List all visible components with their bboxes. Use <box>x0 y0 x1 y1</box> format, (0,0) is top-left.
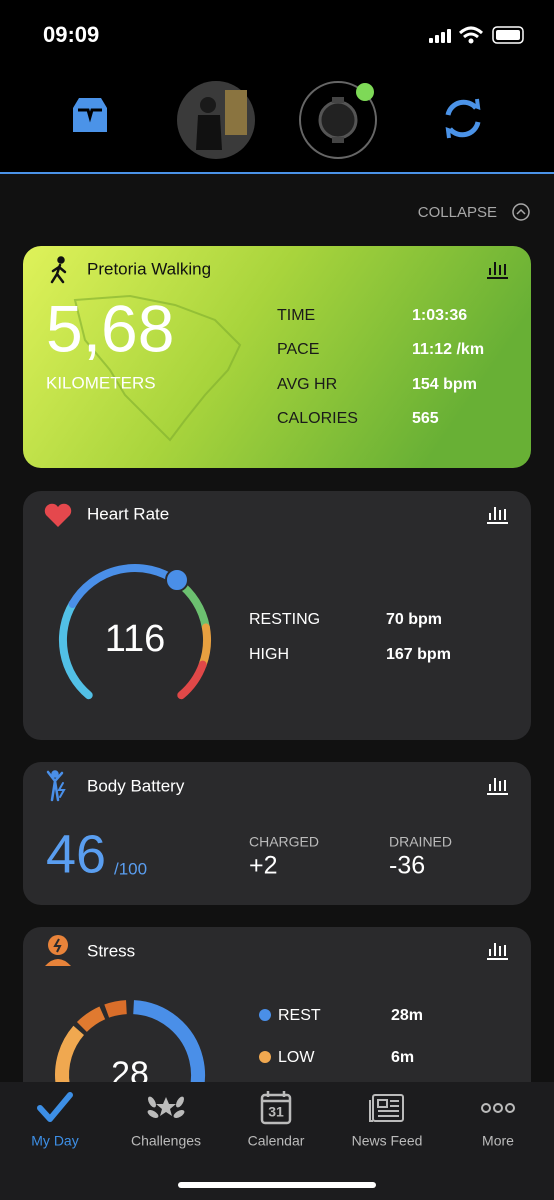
tab-label[interactable]: Calendar <box>248 1133 305 1149</box>
stress-card[interactable] <box>23 927 531 1127</box>
legend-label: REST <box>278 1007 321 1024</box>
stat-label: AVG HR <box>277 376 337 393</box>
stat-value: 11:12 /km <box>412 341 484 358</box>
header-divider <box>0 172 554 174</box>
map-outline <box>73 294 242 442</box>
tab-icon[interactable] <box>481 1103 515 1113</box>
stat-label: PACE <box>277 341 319 358</box>
heart-rate-card[interactable] <box>23 491 531 740</box>
tab-icon[interactable] <box>37 1092 73 1122</box>
stat-value: -36 <box>389 852 425 880</box>
distance-value: 5,68 <box>46 291 174 365</box>
tab-icon[interactable] <box>369 1094 404 1122</box>
inbox-button[interactable] <box>73 98 107 132</box>
battery-icon <box>492 26 524 44</box>
activity-card[interactable] <box>23 246 531 468</box>
stat-value: 565 <box>412 410 439 427</box>
heart-icon <box>44 503 72 527</box>
tab-label[interactable]: Challenges <box>131 1133 201 1149</box>
gauge-marker <box>165 568 189 592</box>
tab-label[interactable]: News Feed <box>352 1133 423 1149</box>
tab-label[interactable]: More <box>482 1133 514 1149</box>
collapse-label[interactable]: COLLAPSE <box>418 204 497 221</box>
tab-icon-detail <box>262 1091 290 1103</box>
heart-rate-current: 116 <box>105 618 166 660</box>
signal-icon <box>429 29 451 43</box>
activity-title: Pretoria Walking <box>87 259 211 278</box>
distance-unit: KILOMETERS <box>46 373 156 392</box>
stat-label: TIME <box>277 307 315 324</box>
wifi-dot <box>468 38 474 44</box>
stat-value: +2 <box>249 852 278 880</box>
body-battery-level: 46 <box>46 824 106 884</box>
stat-value: 1:03:36 <box>412 307 467 324</box>
chart-icon[interactable] <box>487 778 508 795</box>
body-battery-card[interactable] <box>23 762 531 905</box>
profile-avatar[interactable] <box>177 81 255 159</box>
tab-icon[interactable] <box>260 1093 292 1125</box>
stat-label: HIGH <box>249 646 289 663</box>
stat-label: RESTING <box>249 611 320 628</box>
legend-label: LOW <box>278 1049 315 1066</box>
legend-dot <box>259 1051 271 1063</box>
legend-dot <box>259 1009 271 1021</box>
heart-rate-title: Heart Rate <box>87 504 169 523</box>
device-button[interactable] <box>299 81 377 159</box>
stress-title: Stress <box>87 941 135 960</box>
status-time: 09:09 <box>43 22 99 47</box>
walking-icon <box>50 256 67 284</box>
legend-value: 6m <box>391 1049 414 1066</box>
home-indicator <box>178 1182 376 1188</box>
body-battery-icon <box>46 770 66 802</box>
stat-value: 167 bpm <box>386 646 451 663</box>
collapse-icon[interactable] <box>512 203 530 221</box>
tab-icon[interactable] <box>146 1095 185 1119</box>
body-battery-title: Body Battery <box>87 776 185 795</box>
wifi-icon <box>458 26 484 39</box>
body-battery-max: /100 <box>114 859 147 878</box>
stat-label: DRAINED <box>389 834 452 850</box>
legend-value: 28m <box>391 1007 423 1024</box>
stat-value: 154 bpm <box>412 376 477 393</box>
stress-icon <box>45 935 71 966</box>
tab-label[interactable]: My Day <box>31 1133 78 1149</box>
stat-label: CHARGED <box>249 834 319 850</box>
header-bg <box>0 0 554 174</box>
calendar-day: 31 <box>268 1104 284 1120</box>
chart-icon[interactable] <box>487 943 508 960</box>
battery-level <box>496 30 520 40</box>
chart-icon[interactable] <box>487 507 508 524</box>
sync-button[interactable] <box>445 98 481 139</box>
chart-icon[interactable] <box>487 262 508 279</box>
stat-label: CALORIES <box>277 410 358 427</box>
collapse-chevron <box>516 208 526 215</box>
stat-value: 70 bpm <box>386 611 442 628</box>
